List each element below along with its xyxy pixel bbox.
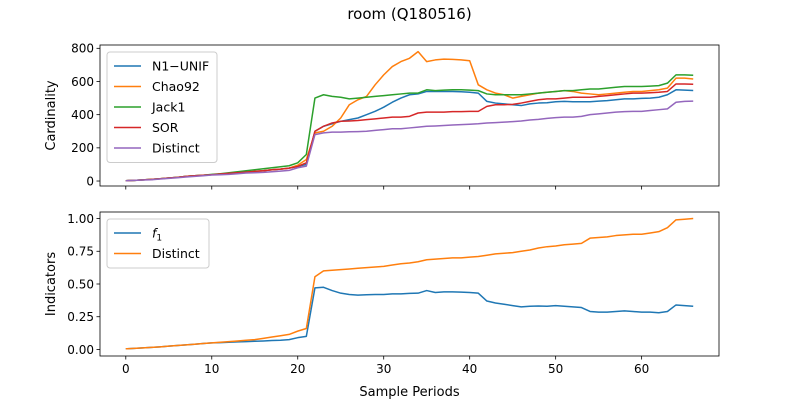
y-tick-label: 200 [71, 141, 94, 155]
legend [106, 51, 218, 163]
chart-title: room (Q180516) [347, 5, 471, 23]
series-line-0-4 [125, 100, 694, 182]
y-tick-label: 0.50 [67, 277, 94, 291]
x-tick-label: 10 [204, 362, 219, 376]
axes-frame [99, 44, 720, 187]
indicators-panel: 0 10 20 30 40 50 60 0.00 0.25 0.50 0.75 1.00 Indicat… [44, 211, 720, 376]
x-tick-label: 60 [634, 362, 649, 376]
x-tick-label: 0 [122, 362, 130, 376]
legend-label: SOR [152, 120, 179, 135]
y-tick-label: 600 [71, 75, 94, 89]
x-tick-label: 30 [376, 362, 391, 376]
y-tick-label: 800 [71, 42, 94, 56]
legend-label: Chao92 [152, 79, 200, 94]
x-tick-label: 40 [462, 362, 477, 376]
legend-label: f1 [152, 226, 162, 244]
x-tick-label: 50 [548, 362, 563, 376]
legend [106, 218, 210, 269]
y-tick-label: 1.00 [67, 212, 94, 226]
y-tick-label: 0.25 [67, 310, 94, 324]
y-axis-label: Indicators [44, 252, 59, 316]
legend-label: Distinct [152, 246, 200, 261]
series-line-1-1 [125, 217, 694, 350]
y-tick-label: 0.00 [67, 343, 94, 357]
series-line-1-0 [125, 286, 694, 350]
x-tick-label: 20 [290, 362, 305, 376]
y-tick-label: 400 [71, 108, 94, 122]
legend-label: Distinct [152, 141, 200, 156]
legend-label: N1−UNIF [152, 59, 209, 74]
y-axis-label: Cardinality [44, 80, 59, 151]
legend-label: Jack1 [151, 100, 185, 115]
cardinality-panel: 0 200 400 600 800 Cardinality N1−UNIF Chao92 Jac… [44, 42, 720, 190]
y-tick-label: 0.75 [67, 245, 94, 259]
y-tick-label: 0 [86, 174, 94, 188]
x-axis-label: Sample Periods [359, 385, 459, 400]
